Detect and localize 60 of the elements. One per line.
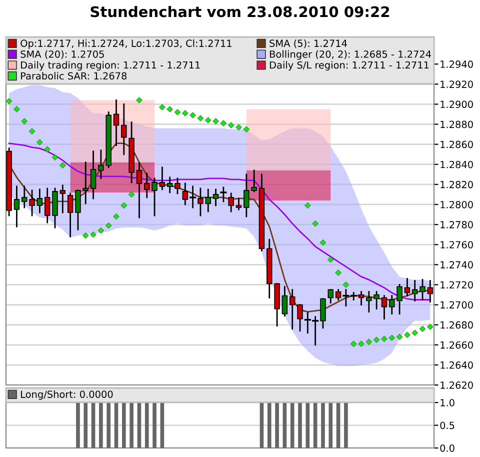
y-tick-label: 1.2880 <box>440 120 473 128</box>
y-tick-label: 1.2680 <box>440 321 473 329</box>
candlestick <box>420 279 426 300</box>
y-tick-label: 1.2900 <box>440 100 473 108</box>
candlestick <box>412 280 418 302</box>
y-tick-label: 1.2660 <box>440 341 473 349</box>
candlestick <box>212 188 219 206</box>
legend-label: Bollinger (20, 2): 1.2685 - 1.2724 <box>270 50 432 60</box>
candlestick <box>205 188 211 212</box>
candlestick <box>328 289 334 304</box>
candlestick <box>236 198 242 210</box>
candlestick <box>136 162 142 218</box>
candlestick <box>144 172 150 198</box>
candlestick <box>90 150 96 200</box>
y-tick-label: 1.2920 <box>440 80 473 88</box>
candlestick <box>174 178 180 194</box>
y-tick-label: 0.0 <box>440 444 454 452</box>
candlestick <box>220 186 227 202</box>
candlestick <box>166 176 173 194</box>
y-tick-label: 1.2620 <box>440 381 473 389</box>
legend-label: Op:1.2717, Hi:1.2724, Lo:1.2703, Cl:1.2711 <box>20 39 232 49</box>
candlestick <box>29 190 35 216</box>
legend-label: Daily trading region: 1.2711 - 1.2711 <box>21 61 200 71</box>
candlestick <box>67 192 74 238</box>
y-tick-label: 1.2820 <box>440 180 473 188</box>
candlestick <box>75 190 81 230</box>
candlestick <box>282 286 288 316</box>
y-tick-label: 1.2740 <box>440 261 473 268</box>
candlestick <box>159 166 166 190</box>
legend-label: Parabolic SAR: 1.2678 <box>21 72 127 80</box>
candlestick <box>381 295 388 320</box>
y-tick-label: 1.2780 <box>440 221 473 228</box>
y-tick-label: 1.2840 <box>440 160 473 168</box>
candlestick <box>36 188 43 214</box>
y-tick-label: 1.2760 <box>440 241 473 248</box>
y-tick-label: 1.2940 <box>440 60 473 68</box>
chart-title: Stundenchart vom 23.08.2010 09:22 <box>90 6 390 18</box>
candlestick <box>228 192 234 212</box>
legend-label: SMA (5): 1.2714 <box>270 39 347 48</box>
legend-label: SMA (20): 1.2705 <box>20 50 104 59</box>
candlestick <box>22 186 28 208</box>
y-tick-label: 1.2800 <box>440 200 473 208</box>
candlestick <box>289 289 296 330</box>
candlestick <box>404 278 410 296</box>
y-tick-label: 1.2860 <box>440 140 473 148</box>
candlestick <box>297 304 303 332</box>
candlestick <box>60 184 66 214</box>
y-tick-label: 1.2640 <box>440 361 473 369</box>
y-tick-label: 1.0 <box>440 399 454 406</box>
y-tick-label: 1.2700 <box>440 301 473 309</box>
candlestick <box>152 178 158 216</box>
y-tick-label: 0.5 <box>440 422 454 430</box>
legend-label: Long/Short: 0.0000 <box>21 390 113 400</box>
legend-label: Daily S/L region: 1.2711 - 1.2711 <box>270 61 429 71</box>
candlestick <box>14 186 20 228</box>
candlestick <box>121 104 127 156</box>
y-tick-label: 1.2720 <box>440 281 473 289</box>
candlestick <box>82 162 88 204</box>
candlestick <box>44 188 50 224</box>
candlestick <box>113 99 120 146</box>
